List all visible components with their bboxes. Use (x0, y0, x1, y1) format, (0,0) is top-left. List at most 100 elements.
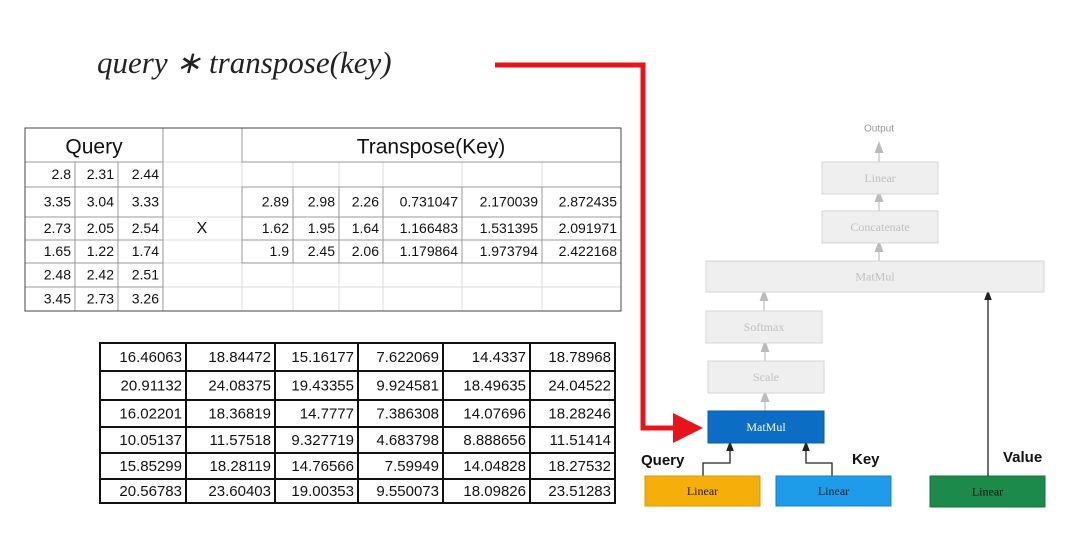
result-value: 18.28246 (548, 405, 611, 422)
grid-cell (338, 161, 384, 188)
result-value: 18.27532 (548, 458, 611, 475)
grid-cell (541, 161, 622, 188)
grid-cell (162, 161, 243, 188)
grid-cell (292, 161, 340, 188)
transpose-value: 2.89 (262, 194, 289, 210)
grid-cell (292, 262, 340, 288)
query-value: 2.54 (132, 220, 159, 236)
result-value: 20.91132 (121, 377, 182, 394)
result-value: 19.00353 (291, 483, 354, 500)
query-value: 2.73 (44, 220, 71, 236)
node-box (929, 475, 1046, 508)
grid-cell (338, 286, 384, 312)
query-value: 3.04 (87, 194, 114, 210)
result-value: 18.36819 (208, 405, 271, 422)
node-label: MatMul (746, 420, 786, 434)
query-value: 2.42 (87, 267, 114, 283)
result-value: 14.76566 (291, 458, 354, 475)
result-value: 9.924581 (376, 377, 439, 394)
node-box (707, 410, 825, 444)
grid-cell (241, 286, 294, 312)
node-label: Softmax (744, 320, 785, 334)
result-value: 18.84472 (208, 349, 271, 366)
input-label: Key (852, 451, 880, 468)
grid-cell (162, 239, 243, 264)
grid-cell (541, 262, 622, 288)
query-value: 2.44 (132, 166, 159, 182)
transpose-value: 1.64 (352, 220, 379, 236)
query-title: Query (65, 136, 123, 159)
input-label: Query (641, 452, 685, 469)
output-label: Output (864, 124, 894, 135)
query-value: 2.73 (87, 291, 114, 307)
query-value: 3.35 (44, 194, 71, 210)
transpose-value: 1.9 (270, 243, 290, 259)
result-value: 16.02201 (119, 405, 182, 422)
transpose-value: 1.166483 (400, 220, 459, 236)
node-box (707, 360, 825, 394)
red-arrow (495, 62, 703, 443)
grid-cell (461, 286, 543, 312)
query-value: 1.22 (87, 243, 114, 259)
result-value: 18.09826 (463, 483, 526, 500)
result-value: 11.51414 (550, 432, 611, 449)
query-value: 3.45 (44, 291, 71, 307)
transpose-value: 1.179864 (400, 243, 459, 259)
query-value: 1.74 (132, 243, 159, 259)
result-value: 11.57518 (210, 432, 271, 449)
result-value: 10.05137 (119, 432, 182, 449)
node-label: Linear (972, 484, 1003, 498)
table-border (24, 127, 622, 312)
result-value: 7.386308 (376, 405, 439, 422)
query-value: 1.65 (44, 243, 71, 259)
query-value: 3.26 (132, 291, 159, 307)
grid-cell (382, 262, 463, 288)
transpose-value: 1.95 (308, 220, 335, 236)
result-value: 24.08375 (208, 377, 271, 394)
transpose-value: 2.06 (352, 243, 379, 259)
result-value: 7.622069 (376, 349, 439, 366)
operator: X (197, 220, 208, 237)
grid-cell (241, 161, 294, 188)
transpose-value: 1.973794 (480, 243, 539, 259)
transpose-value: 2.872435 (559, 194, 618, 210)
transpose-value: 1.531395 (480, 220, 539, 236)
node-label: MatMul (855, 269, 895, 283)
node-label: Scale (753, 370, 779, 384)
input-label: Value (1003, 449, 1042, 466)
query-value: 3.33 (132, 194, 159, 210)
node-label: Linear (864, 171, 895, 185)
result-value: 9.327719 (291, 432, 354, 449)
transpose-value: 2.091971 (559, 220, 618, 236)
input-arrow (802, 440, 833, 476)
query-value: 2.51 (132, 267, 159, 283)
node-label: Linear (818, 484, 849, 498)
result-value: 7.59949 (385, 458, 439, 475)
result-value: 14.7777 (300, 405, 354, 422)
transpose-title: Transpose(Key) (357, 136, 506, 159)
grid-cell (162, 262, 243, 288)
transpose-value: 2.26 (352, 194, 379, 210)
result-value: 8.888656 (463, 432, 526, 449)
node-box (775, 475, 892, 507)
result-value: 23.60403 (208, 483, 271, 500)
result-value: 19.43355 (291, 377, 354, 394)
query-value: 2.8 (52, 166, 72, 182)
node-box (705, 310, 823, 344)
grid-cell (461, 262, 543, 288)
result-value: 23.51283 (548, 483, 611, 500)
grid-cell (382, 286, 463, 312)
node-label: Linear (687, 484, 718, 498)
transpose-value: 1.62 (262, 220, 289, 236)
result-value: 16.46063 (119, 349, 182, 366)
transpose-value: 2.98 (308, 194, 335, 210)
result-value: 4.683798 (376, 432, 439, 449)
grid-cell (162, 286, 243, 312)
grid-cell (292, 286, 340, 312)
transpose-value: 2.422168 (559, 243, 618, 259)
result-value: 14.04828 (463, 458, 526, 475)
grid-cell (541, 286, 622, 312)
node-box (644, 475, 761, 507)
query-value: 2.05 (87, 220, 114, 236)
